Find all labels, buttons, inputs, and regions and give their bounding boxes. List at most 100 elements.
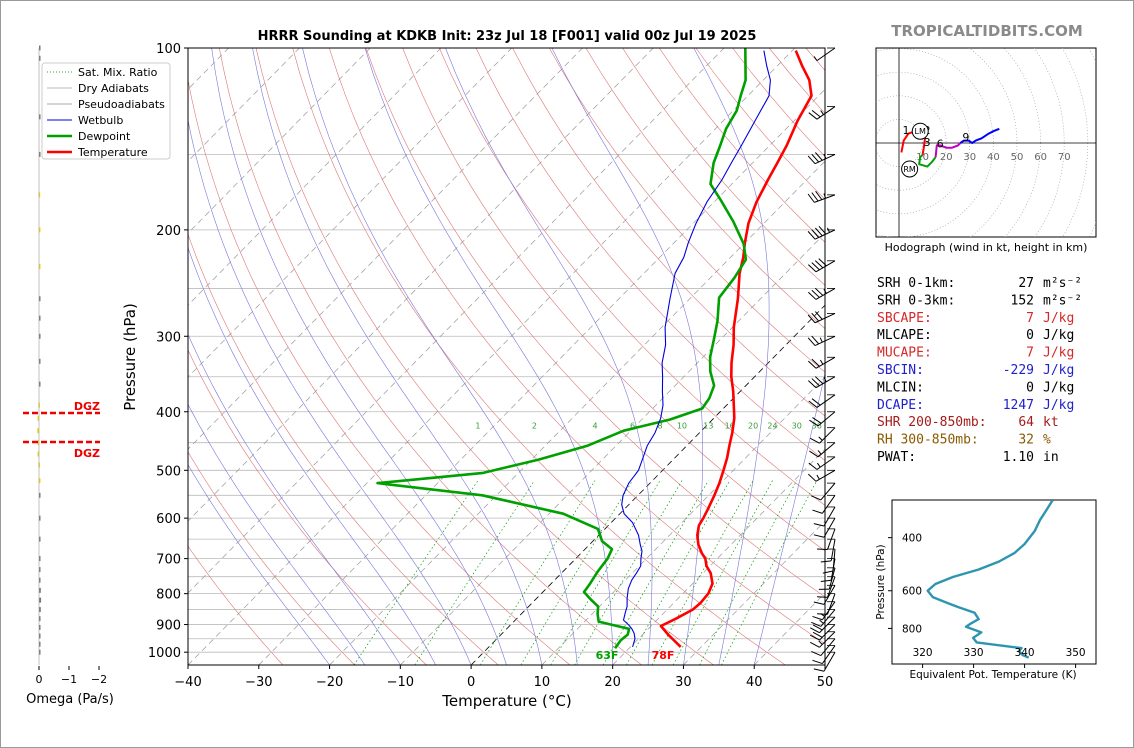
param-label: DCAPE: xyxy=(877,398,924,413)
x-tick-label: 50 xyxy=(817,675,834,690)
wind-barb xyxy=(807,311,836,324)
legend-item: Dry Adiabats xyxy=(78,82,149,95)
wind-barb xyxy=(807,335,836,347)
omega-bar xyxy=(39,649,41,655)
wind-barb xyxy=(808,469,836,482)
y-tick-label: 100 xyxy=(156,42,181,57)
omega-bar xyxy=(39,381,41,387)
legend: Sat. Mix. Ratio Dry Adiabats Pseudoadiabat… xyxy=(41,62,171,160)
surface-temperature-label: 78F xyxy=(652,649,675,662)
y-tick-label: 500 xyxy=(156,464,181,479)
omega-bar xyxy=(39,333,41,339)
x-tick-label: 20 xyxy=(604,675,621,690)
hodograph-ring-label: 40 xyxy=(987,152,1000,163)
skewt-y-ticks: 100 200 300 400 500 600 700 800 900 1000 xyxy=(148,42,188,661)
y-tick-label: 600 xyxy=(156,512,181,527)
y-tick-label: 1000 xyxy=(148,646,181,661)
surface-dewpoint-label: 63F xyxy=(596,649,619,662)
param-unit: % xyxy=(1043,433,1051,448)
wind-barb xyxy=(811,638,836,657)
omega-tick-label: −2 xyxy=(91,673,107,686)
mixing-ratio-label: 6 xyxy=(630,422,635,431)
thetae-x-tick-label: 330 xyxy=(964,647,984,659)
surface-labels: 63F 78F xyxy=(596,649,675,662)
x-tick-label: 40 xyxy=(746,675,763,690)
omega-tick-label: 0 xyxy=(36,673,43,686)
wind-barb xyxy=(807,225,836,240)
omega-bar xyxy=(39,624,41,630)
hodograph-ring-label: 70 xyxy=(1058,152,1071,163)
hodograph-height-label: 9 xyxy=(962,131,969,144)
mixing-ratio-label: 30 xyxy=(792,422,802,431)
x-tick-label: −40 xyxy=(174,675,201,690)
hodograph-ring-label: 30 xyxy=(963,152,976,163)
series-temperature-line xyxy=(659,50,813,648)
omega-bar xyxy=(39,264,41,270)
thetae-profile-line xyxy=(926,500,1054,659)
y-tick-label: 800 xyxy=(156,588,181,603)
wind-barbs xyxy=(807,47,836,672)
skewt-y-axis-label: Pressure (hPa) xyxy=(121,303,139,411)
omega-bar xyxy=(37,428,39,434)
thetae-y-tick-label: 800 xyxy=(902,623,922,635)
wind-barb xyxy=(808,394,836,408)
y-tick-label: 900 xyxy=(156,619,181,634)
omega-bar xyxy=(39,587,41,593)
omega-bar xyxy=(37,440,39,446)
chart-title: HRRR Sounding at KDKB Init: 23z Jul 18 [… xyxy=(258,29,757,44)
x-tick-label: −30 xyxy=(245,675,272,690)
omega-bar xyxy=(39,55,41,61)
wind-barb xyxy=(812,494,836,514)
param-value: 1247 xyxy=(1003,398,1034,413)
param-value: 0 xyxy=(1026,380,1034,395)
param-label: MLCIN: xyxy=(877,380,924,395)
omega-tick-label: −1 xyxy=(61,673,77,686)
dgz-markers: DGZ DGZ xyxy=(23,400,100,460)
param-unit: m²s⁻² xyxy=(1043,276,1082,291)
mixing-ratio-label: 20 xyxy=(748,422,758,431)
param-label: SBCIN: xyxy=(877,363,924,378)
thetae-x-tick-label: 340 xyxy=(1015,647,1035,659)
x-tick-label: −20 xyxy=(316,675,343,690)
omega-bar xyxy=(38,192,41,198)
storm-motion-marker xyxy=(901,160,919,178)
omega-bar xyxy=(39,577,41,583)
dgz-label-bottom: DGZ xyxy=(74,447,100,460)
hodograph-trace: 12369LMRM xyxy=(900,122,1000,178)
skewt-background-lines xyxy=(188,48,825,665)
param-value: 1.10 xyxy=(1003,450,1034,465)
hodograph-segment xyxy=(959,127,1000,144)
storm-motion-label: RM xyxy=(903,165,916,174)
y-tick-label: 700 xyxy=(156,553,181,568)
omega-bar xyxy=(39,515,41,521)
wind-barb xyxy=(813,47,836,62)
y-tick-label: 300 xyxy=(156,330,181,345)
wind-barb xyxy=(808,106,836,120)
wind-barb xyxy=(813,651,836,672)
legend-item: Sat. Mix. Ratio xyxy=(78,66,158,79)
wind-barb xyxy=(808,258,836,273)
storm-motion-marker xyxy=(911,122,929,140)
mixing-ratio-label: 36 xyxy=(812,422,822,431)
wind-barb xyxy=(810,427,836,444)
omega-bar xyxy=(39,227,41,233)
mixing-ratio-label: 8 xyxy=(657,422,662,431)
omega-panel: 0 −1 −2 Omega (Pa/s) DGZ DGZ xyxy=(23,45,114,707)
wind-barb xyxy=(813,517,836,538)
thetae-x-axis-label: Equivalent Pot. Temperature (K) xyxy=(909,669,1076,681)
watermark: TROPICALTIDBITS.COM xyxy=(891,22,1083,40)
wind-barb xyxy=(807,190,836,203)
param-unit: J/kg xyxy=(1043,328,1074,343)
mixing-ratio-label: 10 xyxy=(677,422,687,431)
param-unit: J/kg xyxy=(1043,380,1074,395)
wind-barb xyxy=(807,152,836,165)
skewt-plot-area xyxy=(187,47,826,666)
hodograph-ring-label: 60 xyxy=(1034,152,1047,163)
mixing-ratio-labels: 1 2 4 6 8 10 13 16 20 24 30 36 xyxy=(475,422,821,431)
param-value: 32 xyxy=(1018,433,1034,448)
wind-barb xyxy=(808,376,836,389)
thetae-y-tick-label: 400 xyxy=(902,533,922,545)
omega-bar xyxy=(39,315,41,321)
